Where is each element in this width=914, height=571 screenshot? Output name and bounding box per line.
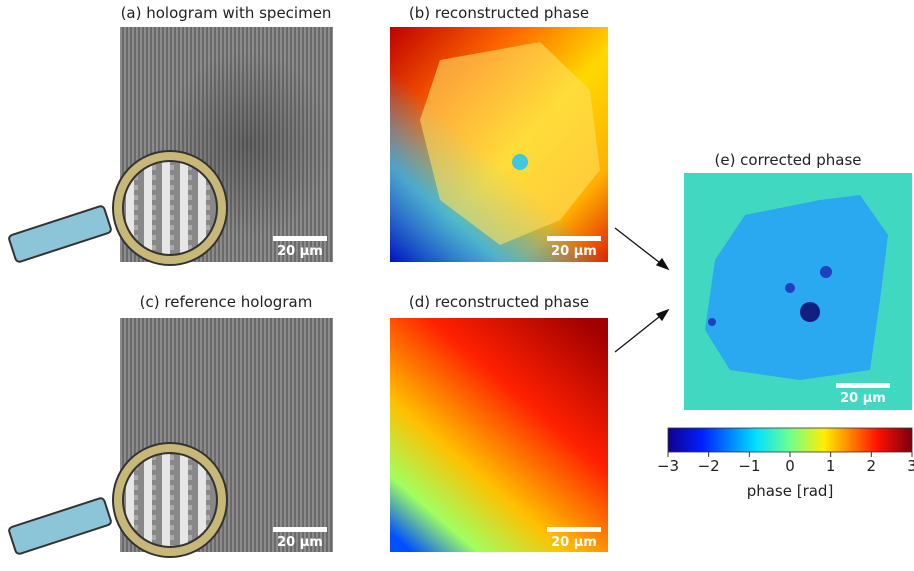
- magnifier-icon: [8, 151, 227, 265]
- colorbar-tick-label: 3: [907, 457, 914, 475]
- scale-bar-label: 20 µm: [840, 391, 886, 406]
- panel-title: (c) reference hologram: [140, 293, 313, 311]
- scale-bar-label: 20 µm: [551, 244, 597, 259]
- panel-title: (a) hologram with specimen: [121, 4, 332, 22]
- cell-feature: [708, 318, 716, 326]
- colorbar-tick-label: −2: [698, 457, 720, 475]
- colorbar-tick-label: −3: [657, 457, 679, 475]
- panel-title: (d) reconstructed phase: [409, 293, 589, 311]
- colorbar-tick-label: −1: [738, 457, 760, 475]
- figure: (a) hologram with specimen (b) reconstru…: [0, 0, 914, 567]
- scale-bar: [273, 527, 327, 532]
- scale-bar: [836, 383, 890, 388]
- colorbar-tick-label: 1: [826, 457, 836, 475]
- magnifier-icon: [8, 443, 227, 557]
- colorbar-tick-label: 0: [785, 457, 795, 475]
- scale-bar-label: 20 µm: [551, 535, 597, 550]
- scale-bar: [547, 527, 601, 532]
- scale-bar: [273, 236, 327, 241]
- scale-bar: [547, 236, 601, 241]
- cell-feature: [785, 283, 795, 293]
- cell-feature: [512, 154, 528, 170]
- colorbar-tick-label: 2: [867, 457, 877, 475]
- scale-bar-label: 20 µm: [277, 244, 323, 259]
- cell-feature: [800, 302, 820, 322]
- colorbar: [668, 428, 912, 452]
- arrow: [615, 228, 668, 352]
- cell-feature: [820, 266, 832, 278]
- phase-image: [390, 318, 608, 552]
- colorbar-label: phase [rad]: [747, 482, 834, 500]
- panel-title: (b) reconstructed phase: [409, 4, 589, 22]
- scale-bar-label: 20 µm: [277, 535, 323, 550]
- panel-title: (e) corrected phase: [714, 151, 861, 169]
